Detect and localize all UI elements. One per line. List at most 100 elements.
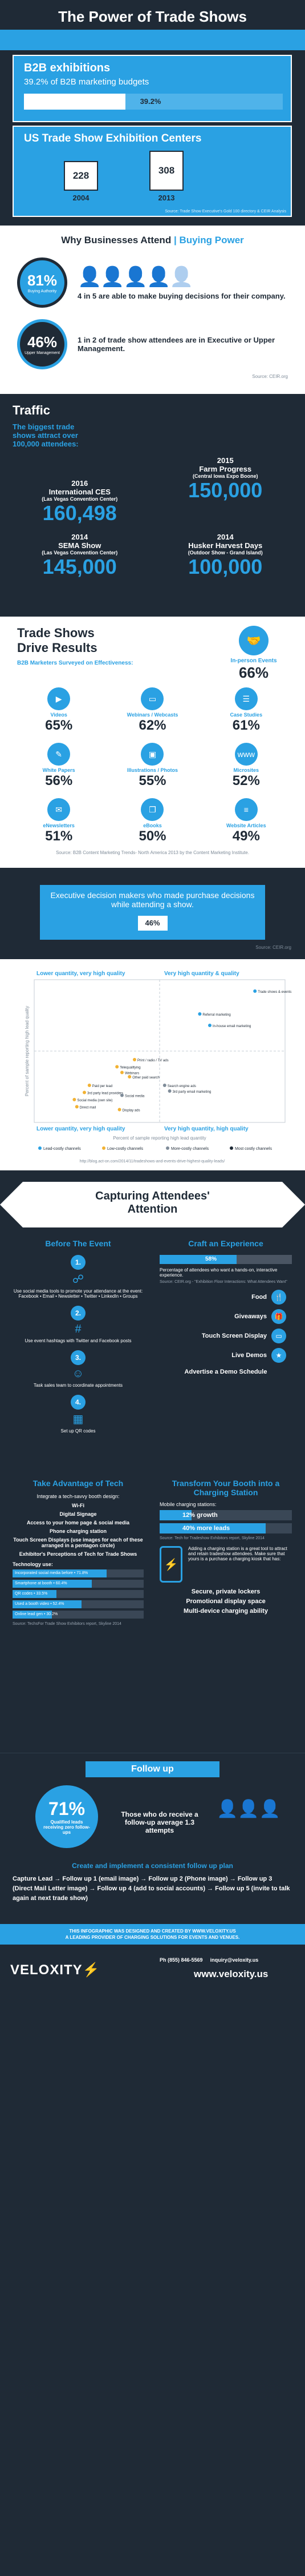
chart-point bbox=[75, 1105, 79, 1109]
us-centers-heading: US Trade Show Exhibition Centers bbox=[24, 132, 202, 144]
craft-item-label: Live Demos bbox=[231, 1352, 267, 1359]
chart-point bbox=[208, 1024, 212, 1027]
step-text: Set up QR codes bbox=[60, 1428, 96, 1434]
tech-bar-fill bbox=[13, 1580, 92, 1588]
stat2-label: Upper Management bbox=[25, 351, 60, 355]
chart-point bbox=[128, 1075, 132, 1078]
featured-value: 66% bbox=[238, 664, 269, 681]
us-centers-bars: 228 2004 308 2013 bbox=[24, 147, 280, 204]
footer-line2: A LEADING PROVIDER OF CHARGING SOLUTIONS… bbox=[65, 1935, 240, 1940]
b2b-panel: B2B exhibitions 39.2% of B2B marketing b… bbox=[13, 55, 292, 122]
heading-divider: | bbox=[173, 235, 180, 245]
stat1-row: 81% Buying Authority 👤👤👤👤👤 4 in 5 are ab… bbox=[17, 257, 288, 308]
show-year: 2014 bbox=[217, 533, 234, 541]
results-source: Source: B2B Content Marketing Trends- No… bbox=[56, 850, 249, 855]
globe-icon: www bbox=[234, 743, 258, 766]
craft-footer: Advertise a Demo Schedule bbox=[184, 1368, 267, 1375]
play-icon: ▶ bbox=[47, 687, 71, 710]
tech-item: Digital Signage bbox=[59, 1511, 97, 1517]
craft-item-label: Touch Screen Display bbox=[201, 1333, 267, 1339]
person-icon: 👤 bbox=[147, 265, 170, 288]
tech-bar-label: Smartphone at booth • 60.4% bbox=[15, 1581, 67, 1585]
before-title: Before The Event bbox=[45, 1239, 111, 1248]
tech-item: Phone charging station bbox=[49, 1528, 107, 1534]
person-icon: 👤 bbox=[123, 265, 148, 288]
us-centers-bar bbox=[64, 161, 98, 191]
before-column: Before The Event 1. ☍ Use social media too… bbox=[13, 1239, 144, 1434]
tech-bar-fill bbox=[13, 1590, 57, 1598]
show-count: 160,498 bbox=[42, 501, 117, 525]
team-icon: ☺ bbox=[72, 1367, 84, 1380]
tech-bar-fill bbox=[13, 1611, 52, 1619]
chart-point-label: Search engine ads bbox=[168, 1085, 196, 1088]
executive-source: Source: CEIR.org bbox=[255, 945, 291, 950]
capture-heading-1: Capturing Attendees' bbox=[95, 1190, 210, 1202]
hashtag-icon: # bbox=[75, 1323, 82, 1335]
results-heading-1: Trade Shows bbox=[17, 626, 95, 640]
result-label: Videos bbox=[50, 712, 67, 718]
charge-items: Secure, private lockers Promotional displ… bbox=[160, 1588, 292, 1615]
step-number: 3. bbox=[71, 1350, 86, 1365]
show-venue: (Central Iowa Expo Boone) bbox=[192, 473, 258, 479]
why-heading-right: Buying Power bbox=[179, 235, 244, 245]
show-count: 100,000 bbox=[188, 555, 263, 578]
show-year: 2015 bbox=[217, 456, 234, 465]
legend-swatch bbox=[166, 1146, 169, 1150]
footer-email[interactable]: inquiry@veloxity.us bbox=[210, 1957, 259, 1963]
result-item: ▶ Videos 65% bbox=[17, 687, 100, 734]
stat1-circle: 81% Buying Authority bbox=[17, 257, 67, 308]
tech-title: Take Advantage of Tech bbox=[32, 1479, 124, 1488]
footer-phone[interactable]: Ph (855) 846-5569 bbox=[160, 1957, 203, 1963]
footer-url[interactable]: www.veloxity.us bbox=[194, 1969, 269, 1979]
charge-item: Promotional display space bbox=[186, 1598, 266, 1605]
tech-bar-track: QR codes • 33.5% bbox=[13, 1590, 144, 1598]
charge-item: Secure, private lockers bbox=[191, 1588, 261, 1595]
why-section: Why Businesses Attend | Buying Power 81%… bbox=[0, 226, 305, 394]
picture-icon: ▣ bbox=[141, 743, 164, 766]
charge-bar-fill bbox=[160, 1523, 266, 1533]
craft-item: Giveaways 🎁 bbox=[160, 1309, 286, 1324]
results-heading-2: Drive Results bbox=[17, 641, 97, 655]
food-icon: 🍴 bbox=[271, 1290, 286, 1305]
bolt-icon: ⚡ bbox=[82, 1962, 100, 1978]
touch-screen-icon: ▭ bbox=[271, 1329, 286, 1343]
plot-frame bbox=[34, 979, 286, 1123]
legend-label: Most costly channels bbox=[235, 1147, 272, 1151]
results-subheading: B2B Marketers Surveyed on Effectiveness: bbox=[17, 660, 133, 666]
craft-item: Live Demos ★ bbox=[160, 1348, 286, 1363]
step-number: 4. bbox=[71, 1395, 86, 1410]
before-steps: 1. ☍ Use social media tools to promote you… bbox=[13, 1255, 144, 1434]
step-text: Task sales team to coordinate appointmen… bbox=[33, 1383, 123, 1388]
stat1-people: 👤👤👤👤👤 4 in 5 are able to make buying dec… bbox=[78, 265, 288, 300]
tech-bar-track: Used a booth video • 52.4% bbox=[13, 1600, 144, 1608]
result-label: White Papers bbox=[42, 767, 75, 773]
craft-item-label: Giveaways bbox=[234, 1313, 267, 1320]
show-venue: (Outdoor Show - Grand Island) bbox=[188, 550, 263, 556]
us-centers-bar-value: 228 bbox=[72, 170, 90, 181]
demo-icon: ★ bbox=[271, 1348, 286, 1363]
show-year: 2016 bbox=[71, 479, 88, 488]
charge-item: Multi-device charging ability bbox=[184, 1608, 268, 1615]
traffic-show-card: 2015 Farm Progress (Central Iowa Expo Boon… bbox=[158, 456, 293, 525]
us-centers-bar-year: 2013 bbox=[158, 194, 175, 202]
traffic-subheading: The biggest trade shows attract over 100… bbox=[13, 422, 79, 448]
chart-point bbox=[115, 1065, 119, 1069]
chart-point-label: Social media bbox=[125, 1095, 145, 1098]
us-centers-source: Source: Trade Show Executive's Gold 100 … bbox=[165, 210, 286, 214]
stat1-label: Buying Authority bbox=[27, 289, 57, 293]
footer-line1: THIS INFOGRAPHIC WAS DESIGNED AND CREATE… bbox=[69, 1929, 236, 1934]
y-axis-label: Percent of sample reporting high lead qu… bbox=[25, 1006, 30, 1096]
title-section: The Power of Trade Shows B2B exhibitions… bbox=[0, 0, 305, 226]
stat2-circle: 46% Upper Management bbox=[17, 319, 67, 369]
results-title-block: Trade Shows Drive Results B2B Marketers … bbox=[17, 626, 133, 682]
craft-title: Craft an Experience bbox=[188, 1239, 263, 1248]
tech-source: Source: TechsFor Trade Show Exhibitors r… bbox=[13, 1622, 121, 1626]
result-value: 51% bbox=[45, 828, 73, 844]
charge-label: Mobile charging stations: bbox=[160, 1502, 217, 1507]
chart-point-label: Print / radio / TV ads bbox=[137, 1059, 169, 1062]
followup-heading-bar: Follow up bbox=[86, 1761, 219, 1777]
result-item: ☰ Case Studies 61% bbox=[205, 687, 288, 734]
tech-bar-label: Incorporated social media before • 71.8% bbox=[15, 1571, 88, 1575]
chart-point bbox=[162, 1084, 166, 1087]
stat1-text: 4 in 5 are able to make buying decisions… bbox=[78, 291, 286, 300]
